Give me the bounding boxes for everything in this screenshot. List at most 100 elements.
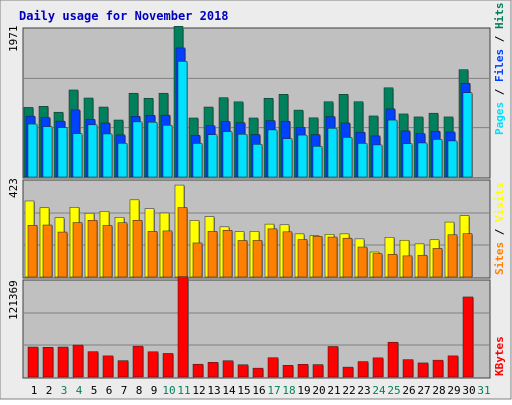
- sites-bar: [72, 222, 83, 278]
- day-tick-label: 8: [136, 384, 143, 397]
- pages-bar: [102, 133, 113, 178]
- day-axis: 1 2 3 4 5 6 7 8 9 10 11 12 13 14 15 16 17 18 19 20 21 22 23 24 2…: [31, 384, 491, 397]
- kbytes-bar: [222, 360, 234, 378]
- kbytes-legend: KBytes: [493, 336, 506, 376]
- kbytes-bar: [207, 362, 219, 378]
- kbytes-bar: [162, 353, 174, 378]
- day-tick-label: 1: [31, 384, 38, 397]
- sites-bar: [252, 240, 263, 278]
- sites-bar: [267, 228, 278, 278]
- pages-bar: [342, 137, 353, 178]
- kbytes-bar: [357, 361, 369, 378]
- sites-bar: [27, 225, 38, 278]
- kbytes-bar: [267, 357, 279, 378]
- pages-bar: [132, 121, 143, 178]
- pages-bar: [87, 124, 98, 178]
- sites-bar: [372, 253, 383, 278]
- kbytes-bar: [87, 351, 99, 378]
- sites-bar: [207, 231, 218, 278]
- day-tick-label: 6: [106, 384, 113, 397]
- pages-bar: [402, 143, 413, 178]
- chart-title: Daily usage for November 2018: [19, 9, 229, 23]
- kbytes-bar: [72, 344, 84, 378]
- kbytes-bar: [117, 360, 129, 378]
- kbytes-bar: [387, 341, 399, 378]
- day-tick-label: 30: [462, 384, 475, 397]
- legend-pages: Pages: [493, 102, 506, 135]
- usage-bars: [23, 26, 489, 179]
- sites-bar: [192, 242, 203, 278]
- pages-bar: [432, 139, 443, 178]
- pages-bar: [117, 143, 128, 178]
- kbytes-bars: [24, 276, 489, 378]
- visitors-legend: Sites / Visits: [493, 182, 506, 275]
- legend-kbytes: KBytes: [493, 336, 506, 376]
- kbytes-bar: [432, 359, 444, 378]
- sites-bar: [342, 237, 353, 278]
- legend-separator: /: [493, 82, 506, 102]
- pages-bar: [147, 122, 158, 178]
- kbytes-bar: [237, 364, 249, 378]
- pages-bar: [192, 143, 203, 178]
- sites-bar: [87, 220, 98, 278]
- visitors-ymax-label: 423: [7, 178, 20, 198]
- kbytes-bar: [27, 346, 39, 378]
- day-tick-label: 21: [327, 384, 340, 397]
- sites-bar: [282, 231, 293, 278]
- day-tick-label: 9: [151, 384, 158, 397]
- pages-bar: [267, 129, 278, 178]
- kbytes-bar: [372, 357, 384, 378]
- sites-bar: [237, 240, 248, 278]
- sites-bar: [462, 233, 473, 278]
- kbytes-bar: [282, 365, 294, 378]
- kbytes-bar: [192, 363, 204, 378]
- kbytes-bar: [312, 364, 324, 378]
- kbytes-bar: [342, 366, 354, 378]
- sites-bar: [402, 255, 413, 278]
- day-tick-label: 20: [312, 384, 325, 397]
- pages-bar: [237, 134, 248, 178]
- day-tick-label: 2: [46, 384, 53, 397]
- day-tick-label: 23: [357, 384, 370, 397]
- day-tick-label: 13: [207, 384, 220, 397]
- pages-bar: [462, 92, 473, 178]
- day-tick-label: 29: [447, 384, 460, 397]
- sites-bar: [162, 230, 173, 278]
- day-tick-label: 25: [387, 384, 400, 397]
- sites-bar: [147, 231, 158, 278]
- pages-bar: [207, 134, 218, 178]
- pages-bar: [222, 131, 233, 178]
- pages-bar: [417, 142, 428, 178]
- kbytes-bar: [462, 296, 474, 378]
- sites-bar: [42, 224, 53, 278]
- pages-bar: [297, 134, 308, 178]
- pages-bar: [27, 123, 38, 178]
- day-tick-label: 11: [177, 384, 190, 397]
- kbytes-bar: [417, 362, 429, 378]
- day-tick-label: 14: [222, 384, 236, 397]
- pages-bar: [57, 127, 68, 178]
- legend-hits: Hits: [493, 3, 506, 30]
- pages-bar: [447, 140, 458, 178]
- sites-bar: [417, 254, 428, 278]
- sites-bar: [327, 236, 338, 278]
- pages-bar: [327, 128, 338, 178]
- sites-bar: [357, 246, 368, 278]
- legend-separator: /: [493, 29, 506, 49]
- visitors-bars: [24, 184, 489, 278]
- day-tick-label: 27: [417, 384, 430, 397]
- pages-bar: [72, 133, 83, 178]
- sites-bar: [447, 234, 458, 278]
- sites-bar: [102, 225, 113, 278]
- pages-bar: [162, 125, 173, 178]
- pages-bar: [357, 143, 368, 178]
- legend-separator: /: [493, 222, 506, 242]
- pages-bar: [252, 144, 263, 178]
- day-tick-label: 22: [342, 384, 355, 397]
- day-tick-label: 7: [121, 384, 128, 397]
- legend-sites: Sites: [493, 242, 506, 275]
- day-tick-label: 19: [297, 384, 310, 397]
- kbytes-bar: [57, 346, 69, 378]
